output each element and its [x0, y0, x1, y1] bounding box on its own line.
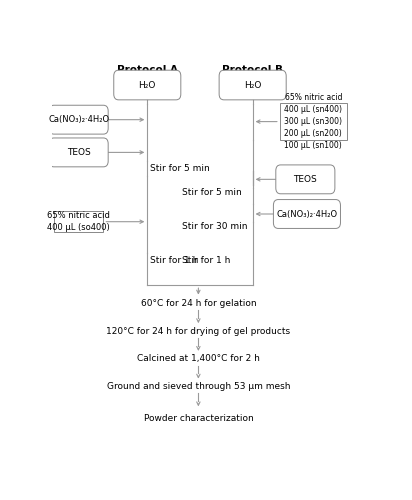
Text: Stir for 1 h: Stir for 1 h	[150, 256, 199, 266]
Text: Stir for 1 h: Stir for 1 h	[183, 256, 231, 266]
FancyBboxPatch shape	[49, 105, 108, 134]
FancyBboxPatch shape	[280, 104, 347, 140]
Text: Protocol A: Protocol A	[117, 66, 178, 76]
Text: Ca(NO₃)₂·4H₂O: Ca(NO₃)₂·4H₂O	[48, 115, 109, 124]
Text: Stir for 5 min: Stir for 5 min	[150, 164, 210, 173]
Text: Stir for 5 min: Stir for 5 min	[183, 188, 242, 198]
Text: 120°C for 24 h for drying of gel products: 120°C for 24 h for drying of gel product…	[106, 326, 290, 336]
Text: Powder characterization: Powder characterization	[143, 414, 253, 424]
FancyBboxPatch shape	[114, 70, 181, 100]
Text: 65% nitric acid
400 μL (so400): 65% nitric acid 400 μL (so400)	[47, 212, 110, 232]
FancyBboxPatch shape	[276, 165, 335, 194]
FancyBboxPatch shape	[49, 138, 108, 167]
Text: H₂O: H₂O	[138, 80, 156, 90]
Text: 65% nitric acid
400 μL (sn400)
300 μL (sn300)
200 μL (sn200)
100 μL (sn100): 65% nitric acid 400 μL (sn400) 300 μL (s…	[284, 94, 342, 150]
Text: Calcined at 1,400°C for 2 h: Calcined at 1,400°C for 2 h	[137, 354, 260, 364]
Text: Protocol B: Protocol B	[222, 66, 283, 76]
Text: Ca(NO₃)₂·4H₂O: Ca(NO₃)₂·4H₂O	[276, 210, 337, 218]
Text: TEOS: TEOS	[293, 175, 317, 184]
Text: Ground and sieved through 53 μm mesh: Ground and sieved through 53 μm mesh	[107, 382, 290, 391]
Text: H₂O: H₂O	[244, 80, 261, 90]
FancyBboxPatch shape	[219, 70, 286, 100]
Text: 60°C for 24 h for gelation: 60°C for 24 h for gelation	[140, 299, 256, 308]
FancyBboxPatch shape	[274, 200, 340, 228]
Text: TEOS: TEOS	[67, 148, 91, 157]
Text: Stir for 30 min: Stir for 30 min	[183, 222, 248, 231]
FancyBboxPatch shape	[54, 211, 103, 233]
